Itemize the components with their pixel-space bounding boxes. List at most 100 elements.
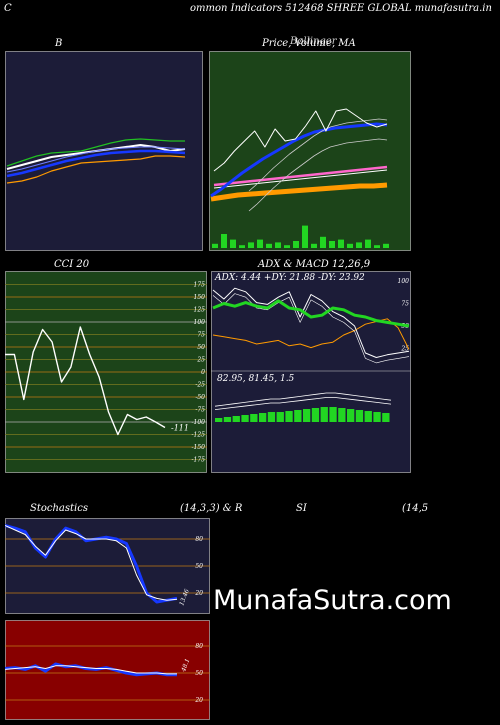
rsi-last-label: 48.1 bbox=[180, 658, 191, 674]
price-title: Price, Volume, MA bbox=[262, 38, 356, 49]
price-ma-line-pink bbox=[213, 165, 388, 187]
macd-histogram-bar bbox=[241, 415, 249, 422]
cci-tick-label: 0 bbox=[201, 369, 205, 376]
cci-tick-label: -75 bbox=[195, 407, 205, 414]
cci-tick-label: 150 bbox=[194, 294, 206, 301]
bb-series-line-2 bbox=[6, 149, 186, 178]
volume-bar bbox=[230, 239, 236, 248]
macd-histogram-bar bbox=[232, 416, 240, 422]
cci-tick-label: 25 bbox=[196, 357, 205, 364]
cci-tick-label: -175 bbox=[192, 457, 206, 464]
cci-tick-label: -100 bbox=[192, 419, 206, 426]
stochastics-chart: 80 50 20 13.46 bbox=[5, 518, 210, 614]
volume-bar bbox=[248, 242, 254, 248]
cci-tick-label: 125 bbox=[194, 307, 206, 314]
cci-tick-label: -125 bbox=[192, 432, 206, 439]
macd-values-label: 82.95, 81.45, 1.5 bbox=[217, 374, 295, 384]
volume-bar bbox=[275, 242, 281, 248]
adx-tick-label: 75 bbox=[401, 301, 409, 308]
volume-bar bbox=[347, 243, 353, 248]
volume-bar bbox=[383, 243, 389, 248]
cci-tick-label: 75 bbox=[197, 332, 205, 339]
adx-tick-label: 25 bbox=[400, 346, 409, 353]
macd-histogram-bar bbox=[250, 414, 258, 422]
plus-dy-line bbox=[212, 287, 410, 358]
price-chart bbox=[209, 51, 411, 251]
volume-bar bbox=[338, 239, 344, 248]
cci-tick-label: -50 bbox=[195, 394, 205, 401]
macd-histogram-bar bbox=[320, 407, 328, 422]
macd-histogram-bar bbox=[311, 408, 320, 422]
corner-letter: C bbox=[4, 3, 12, 14]
volume-bar bbox=[293, 241, 299, 248]
volume-bar bbox=[329, 241, 335, 248]
price-ma-line-white bbox=[213, 169, 388, 189]
macd-signal-line bbox=[214, 397, 392, 410]
cci-title: CCI 20 bbox=[54, 259, 90, 270]
rsi-title: SI bbox=[296, 503, 307, 514]
adx-macd-chart: 100 75 50 25 ADX: 4.44 +DY: 21.88 -DY: 23.9… bbox=[211, 271, 411, 473]
plus-dy-line-shadow bbox=[212, 293, 410, 364]
adx-values-label: ADX: 4.44 +DY: 21.88 -DY: 23.92 bbox=[215, 273, 365, 283]
price-ma-line-orange bbox=[210, 182, 388, 202]
rsi-ma-line bbox=[5, 665, 177, 675]
stoch-params: (14,3,3) & R bbox=[180, 503, 243, 514]
cci-tick-label: 50 bbox=[197, 344, 205, 351]
price-close-line bbox=[213, 108, 388, 172]
macd-histogram-bar bbox=[276, 412, 284, 422]
adx-line bbox=[212, 299, 410, 328]
volume-bar bbox=[374, 245, 380, 248]
volume-bar bbox=[284, 245, 290, 248]
volume-bar bbox=[302, 225, 308, 248]
rsi-chart: 80 50 20 48.1 bbox=[5, 620, 210, 720]
stoch-tick-label: 20 bbox=[194, 590, 203, 597]
macd-histogram-bar bbox=[329, 407, 337, 422]
stoch-d-line bbox=[5, 525, 178, 601]
bb-series-line-1 bbox=[6, 138, 185, 167]
rsi-tick-label: 50 bbox=[195, 670, 203, 677]
cci-chart: 175 150 125 100 75 50 25 0 -25 -50 -75 -100 -125 -150… bbox=[5, 271, 207, 473]
cci-tick-label: -150 bbox=[192, 444, 206, 451]
volume-bar bbox=[212, 243, 218, 248]
macd-histogram-bar bbox=[285, 411, 293, 422]
macd-line bbox=[214, 392, 392, 407]
cci-line bbox=[5, 326, 166, 436]
price-ma-line-blue bbox=[210, 122, 388, 198]
volume-bar bbox=[311, 243, 317, 248]
stoch-k-line bbox=[5, 524, 178, 604]
macd-histogram-bar bbox=[215, 418, 223, 422]
adx-macd-title: ADX & MACD 12,26,9 bbox=[258, 259, 371, 270]
volume-bar bbox=[320, 236, 326, 248]
adx-tick-label: 100 bbox=[398, 278, 410, 285]
rsi-tick-label: 20 bbox=[194, 697, 203, 704]
macd-histogram-bar bbox=[294, 410, 302, 422]
cci-last-label: -111 bbox=[171, 424, 189, 433]
watermark-text: MunafaSutra.com bbox=[213, 585, 452, 616]
macd-histogram-bar bbox=[267, 412, 276, 422]
macd-histogram-bar bbox=[223, 417, 232, 422]
macd-histogram-bar bbox=[259, 413, 267, 422]
volume-bar bbox=[257, 239, 263, 248]
price-band-lower bbox=[248, 138, 388, 212]
macd-histogram-bar bbox=[347, 409, 355, 422]
page-title: ommon Indicators 512468 SHREE GLOBAL mun… bbox=[190, 3, 492, 14]
cci-tick-label: -25 bbox=[195, 382, 205, 389]
macd-histogram-bar bbox=[355, 410, 364, 422]
volume-bar bbox=[239, 245, 245, 248]
cci-tick-label: 175 bbox=[194, 282, 206, 289]
rsi-tick-label: 80 bbox=[195, 643, 203, 650]
bb-band-line bbox=[6, 146, 186, 173]
volume-bar bbox=[221, 234, 227, 248]
stoch-title: Stochastics bbox=[30, 503, 88, 514]
volume-bar bbox=[356, 242, 362, 248]
macd-histogram-bar bbox=[338, 408, 346, 422]
cci-tick-label: 100 bbox=[194, 319, 206, 326]
price-title-overprint: Bollinger bbox=[290, 36, 337, 47]
volume-bar bbox=[365, 239, 371, 248]
stoch-tick-label: 50 bbox=[195, 563, 203, 570]
stoch-tick-label: 80 bbox=[195, 536, 203, 543]
rsi-params: (14,5 bbox=[402, 503, 429, 514]
bb-series-line-3 bbox=[6, 155, 186, 184]
macd-histogram-bar bbox=[364, 411, 372, 422]
macd-histogram-bar bbox=[382, 413, 390, 422]
